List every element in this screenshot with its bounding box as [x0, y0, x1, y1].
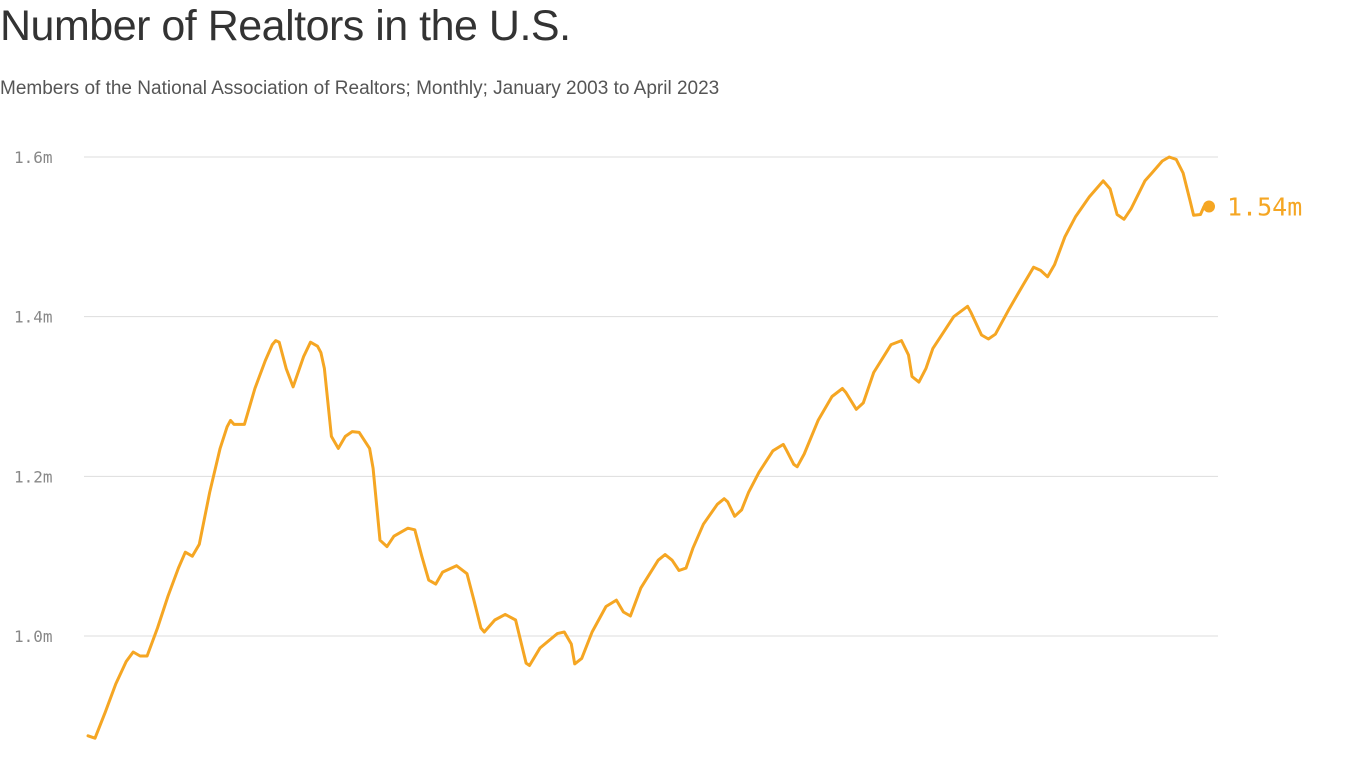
- y-tick-label: 1.4m: [14, 308, 53, 327]
- y-tick-label: 1.0m: [14, 627, 53, 646]
- chart-title: Number of Realtors in the U.S.: [0, 2, 571, 50]
- y-tick-label: 1.2m: [14, 467, 53, 486]
- chart-subtitle: Members of the National Association of R…: [0, 78, 720, 99]
- end-point-marker: [1203, 200, 1215, 213]
- end-value-label: 1.54m: [1227, 192, 1302, 221]
- gridlines: [84, 156, 1218, 637]
- y-axis-tick-labels: 1.0m 1.2m 1.4m 1.6m: [14, 148, 53, 646]
- series-line: [86, 155, 1206, 740]
- y-tick-label: 1.6m: [14, 148, 53, 167]
